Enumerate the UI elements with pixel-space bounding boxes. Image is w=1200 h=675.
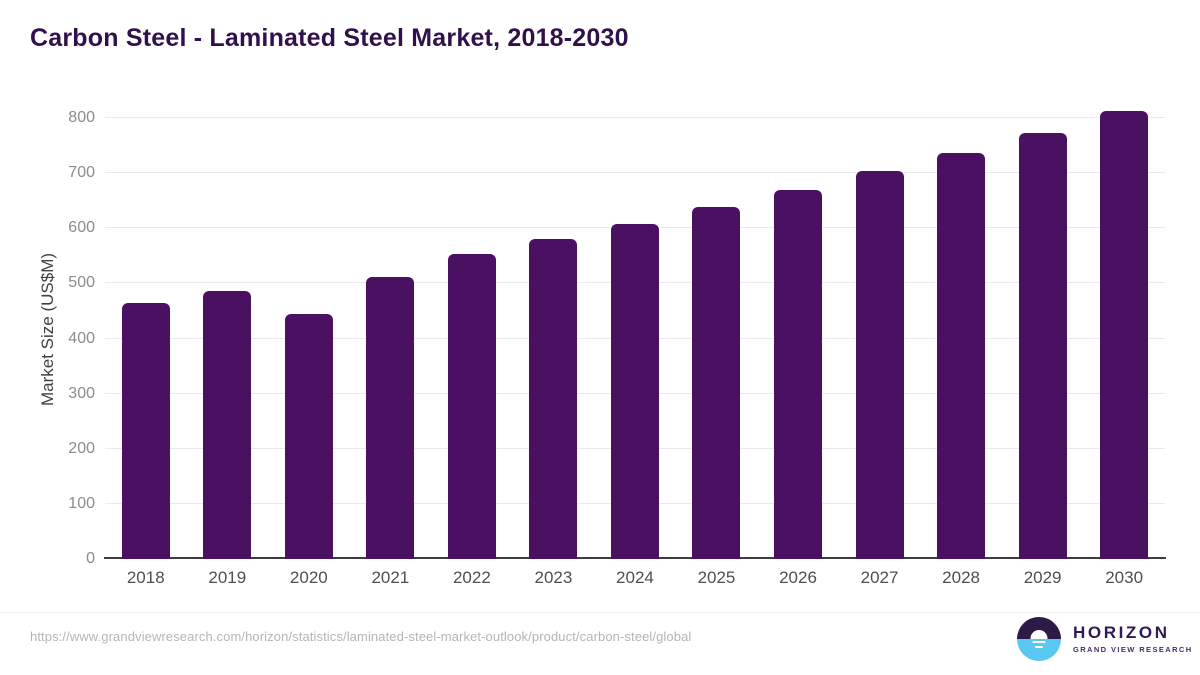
gridline-700 bbox=[105, 172, 1165, 174]
x-tick-2020: 2020 bbox=[289, 568, 328, 587]
bar-slot-2029 bbox=[1002, 100, 1084, 559]
bar-2028 bbox=[937, 152, 986, 559]
logo-tagline: GRAND VIEW RESEARCH bbox=[1073, 644, 1193, 654]
x-tick-2024: 2024 bbox=[616, 568, 654, 587]
y-tick-500: 500 bbox=[68, 274, 95, 292]
water-reflection-line bbox=[1035, 646, 1043, 648]
bar-2024 bbox=[610, 223, 659, 559]
y-tick-300: 300 bbox=[68, 384, 95, 402]
bar-2019 bbox=[203, 290, 252, 559]
y-tick-700: 700 bbox=[68, 164, 95, 182]
bar-slot-2018 bbox=[105, 100, 187, 559]
bar-slot-2028 bbox=[920, 100, 1002, 559]
bar-2026 bbox=[774, 189, 823, 559]
bar-2018 bbox=[121, 302, 170, 559]
bar-slot-2019 bbox=[187, 100, 269, 559]
page-title: Carbon Steel - Laminated Steel Market, 2… bbox=[30, 24, 629, 52]
x-tick-2030: 2030 bbox=[1105, 568, 1144, 587]
x-tick-2021: 2021 bbox=[371, 568, 410, 587]
logo-brand-name: HORIZON bbox=[1073, 623, 1170, 643]
x-tick-2022: 2022 bbox=[452, 568, 491, 587]
bar-slot-2027 bbox=[839, 100, 921, 559]
y-tick-100: 100 bbox=[68, 494, 95, 512]
bar-2023 bbox=[529, 238, 578, 559]
gridline-800 bbox=[105, 117, 1165, 118]
bar-2027 bbox=[855, 171, 904, 559]
bar-slot-2021 bbox=[350, 100, 432, 559]
bar-chart-plot-area bbox=[104, 100, 1166, 559]
y-tick-600: 600 bbox=[68, 219, 95, 237]
x-tick-2023: 2023 bbox=[534, 568, 573, 587]
x-tick-2027: 2027 bbox=[860, 568, 899, 587]
y-tick-800: 800 bbox=[68, 109, 95, 126]
bar-slot-2023 bbox=[513, 100, 595, 559]
x-tick-2019: 2019 bbox=[208, 568, 247, 587]
bar-slot-2020 bbox=[268, 100, 350, 559]
sun-icon bbox=[1030, 630, 1048, 639]
bar-2025 bbox=[692, 207, 741, 559]
x-axis-labels: 2018 2019 2020 2021 2022 2023 2024 2025 2026 2027… bbox=[105, 568, 1165, 588]
x-tick-2029: 2029 bbox=[1023, 568, 1062, 587]
y-axis-ticks: 0 100 200 300 400 500 600 700 800 bbox=[20, 100, 95, 567]
x-tick-2018: 2018 bbox=[126, 568, 165, 587]
y-tick-400: 400 bbox=[68, 329, 95, 347]
y-tick-200: 200 bbox=[68, 439, 95, 457]
bar-slot-2030 bbox=[1083, 100, 1165, 559]
logo-text: HORIZON GRAND VIEW RESEARCH bbox=[1073, 623, 1193, 654]
bar-slot-2025 bbox=[676, 100, 758, 559]
bar-2020 bbox=[284, 314, 333, 559]
bar-2029 bbox=[1018, 132, 1067, 559]
x-tick-2028: 2028 bbox=[942, 568, 980, 587]
water-reflection-line bbox=[1032, 641, 1046, 643]
horizon-logo: HORIZON GRAND VIEW RESEARCH bbox=[1017, 617, 1193, 661]
sunset-over-water-icon bbox=[1017, 617, 1061, 661]
x-tick-2026: 2026 bbox=[779, 568, 817, 587]
x-tick-2025: 2025 bbox=[697, 568, 736, 587]
bar-2021 bbox=[366, 277, 415, 559]
bar-slot-2024 bbox=[594, 100, 676, 559]
y-tick-0: 0 bbox=[86, 550, 95, 567]
bar-2022 bbox=[447, 254, 496, 559]
bar-slot-2026 bbox=[757, 100, 839, 559]
bar-slot-2022 bbox=[431, 100, 513, 559]
footer-divider bbox=[0, 612, 1200, 613]
bar-2030 bbox=[1100, 111, 1149, 559]
bar-series bbox=[105, 100, 1165, 559]
source-url: https://www.grandviewresearch.com/horizo… bbox=[30, 629, 692, 644]
